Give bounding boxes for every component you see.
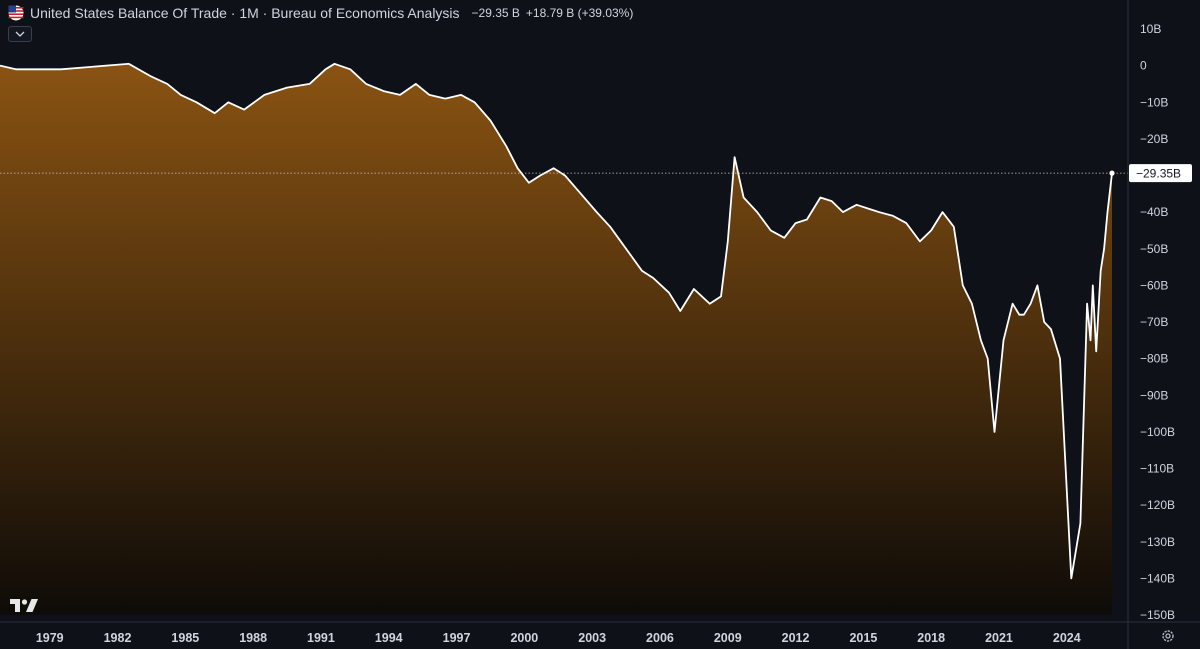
x-tick-label: 2015 <box>849 631 877 645</box>
x-tick-label: 2018 <box>917 631 945 645</box>
x-tick-label: 1997 <box>443 631 471 645</box>
gear-icon[interactable] <box>1160 628 1176 644</box>
y-tick-label: −150B <box>1140 608 1175 622</box>
last-value: −29.35 B <box>471 6 520 20</box>
x-axis[interactable]: 1979 1982 1985 1988 1991 1994 1997 2000 2003 2006… <box>0 621 1200 645</box>
last-point[interactable] <box>1109 170 1115 176</box>
x-tick-label: 2003 <box>578 631 606 645</box>
y-tick-label: 10B <box>1140 22 1161 36</box>
symbol-title[interactable]: United States Balance Of Trade · 1M · Bu… <box>30 5 460 21</box>
y-tick-label: −80B <box>1140 352 1168 366</box>
x-tick-label: 2009 <box>714 631 742 645</box>
y-tick-label: −60B <box>1140 278 1168 292</box>
y-tick-label: −40B <box>1140 205 1168 219</box>
y-tick-label: −20B <box>1140 132 1168 146</box>
series-area <box>0 63 1112 616</box>
x-tick-label: 2021 <box>985 631 1013 645</box>
last-value-label: −29.35B <box>1136 167 1181 181</box>
x-tick-label: 1991 <box>307 631 335 645</box>
y-tick-label: −110B <box>1140 462 1174 476</box>
y-tick-label: 0 <box>1140 59 1147 73</box>
y-tick-label: −90B <box>1140 388 1168 402</box>
y-tick-label: −130B <box>1140 535 1175 549</box>
us-flag-icon <box>8 5 24 21</box>
y-axis[interactable]: 10B 0 −10B −20B −40B −50B −60B −70B −80B −90B −100… <box>1127 0 1192 649</box>
x-tick-label: 1994 <box>375 631 403 645</box>
last-value-tag <box>1129 164 1192 183</box>
series-line[interactable] <box>0 62 1113 580</box>
change-value: +18.79 B (+39.03%) <box>525 6 634 20</box>
x-tick-label: 1985 <box>171 631 199 645</box>
x-tick-label: 2012 <box>782 631 810 645</box>
y-tick-label: −140B <box>1140 571 1175 585</box>
x-tick-label: 2006 <box>646 631 674 645</box>
collapse-legend-button[interactable] <box>8 26 32 42</box>
y-tick-label: −120B <box>1140 498 1175 512</box>
chart-header: United States Balance Of Trade · 1M · Bu… <box>8 4 633 22</box>
chevron-down-icon <box>15 31 25 37</box>
x-tick-label: 1979 <box>36 631 64 645</box>
x-tick-label: 2024 <box>1053 631 1081 645</box>
y-tick-label: −100B <box>1140 425 1175 439</box>
x-tick-label: 2000 <box>510 631 538 645</box>
y-tick-label: −50B <box>1140 242 1168 256</box>
y-tick-label: −10B <box>1140 95 1168 109</box>
x-tick-label: 1982 <box>104 631 132 645</box>
tradingview-logo <box>10 599 38 612</box>
x-tick-label: 1988 <box>239 631 267 645</box>
y-tick-label: −70B <box>1140 315 1168 329</box>
